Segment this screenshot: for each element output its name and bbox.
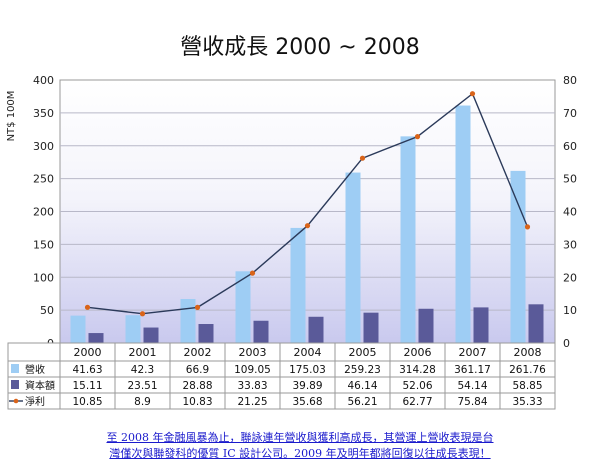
y-axis-label: NT$ 100M (6, 91, 17, 142)
x-tick-label: 2000 (74, 346, 102, 359)
bar-capital (88, 333, 104, 343)
data-label: 8.9 (134, 396, 151, 408)
data-label: 35.68 (292, 396, 322, 408)
legend-swatch (11, 364, 19, 373)
data-label: 261.76 (509, 364, 546, 376)
y-tick-label: 200 (33, 206, 54, 219)
bar-capital (143, 327, 159, 343)
data-label: 23.51 (127, 380, 157, 392)
data-label: 56.21 (347, 396, 377, 408)
data-label: 15.11 (72, 380, 102, 392)
data-label: 35.33 (512, 396, 542, 408)
data-label: 52.06 (402, 380, 432, 392)
point-net-profit (84, 304, 91, 310)
y2-tick-label: 0 (563, 337, 570, 350)
data-table-frame (7, 342, 556, 410)
data-label: 42.3 (131, 364, 154, 376)
x-tick-label: 2008 (514, 346, 542, 359)
bar-capital (198, 324, 214, 343)
legend-swatch (11, 380, 19, 389)
x-tick-label: 2006 (404, 346, 432, 359)
bar-capital (253, 320, 269, 343)
y2-tick-label: 40 (563, 206, 577, 219)
bar-revenue (510, 170, 526, 343)
data-label: 259.23 (344, 364, 381, 376)
legend-marker (13, 398, 19, 404)
y2-tick-label: 70 (563, 107, 577, 120)
data-label: 109.05 (234, 364, 271, 376)
x-tick-label: 2002 (184, 346, 212, 359)
data-label: 41.63 (72, 364, 102, 376)
legend-label: 淨利 (25, 396, 45, 408)
data-label: 361.17 (454, 364, 491, 376)
y-tick-label: 400 (33, 74, 54, 87)
caption-link-line-1[interactable]: 至 2008 年金融風暴為止，聯詠連年營收與獲利高成長，其營運上營收表現是台 (106, 431, 494, 444)
data-label: 21.25 (237, 396, 267, 408)
y-tick-label: 350 (33, 107, 54, 120)
legend-label: 資本額 (25, 379, 55, 392)
bar-capital (528, 304, 544, 343)
bar-revenue (125, 315, 141, 343)
bar-capital (473, 307, 489, 343)
bar-capital (308, 316, 324, 343)
chart-title: 營收成長 2000 ~ 2008 (180, 35, 419, 60)
data-label: 39.89 (292, 380, 322, 392)
y2-tick-label: 10 (563, 304, 577, 317)
point-net-profit (469, 91, 476, 97)
y2-tick-label: 30 (563, 238, 577, 251)
bar-revenue (400, 136, 416, 343)
legend-label: 營收 (25, 363, 45, 376)
y-tick-label: 100 (33, 271, 54, 284)
bar-capital (363, 312, 379, 343)
data-label: 66.9 (186, 364, 209, 376)
point-net-profit (139, 311, 146, 317)
y-tick-label: 150 (33, 238, 54, 251)
y2-tick-label: 50 (563, 173, 577, 186)
data-label: 10.85 (72, 396, 102, 408)
data-label: 58.85 (512, 380, 542, 392)
data-label: 175.03 (289, 364, 326, 376)
point-net-profit (414, 134, 421, 140)
point-net-profit (359, 155, 366, 161)
data-label: 314.28 (399, 364, 436, 376)
x-tick-label: 2007 (459, 346, 487, 359)
data-label: 75.84 (457, 396, 487, 408)
x-tick-label: 2004 (294, 346, 322, 359)
bar-revenue (235, 271, 251, 343)
bar-revenue (70, 315, 86, 343)
y-tick-label: 250 (33, 173, 54, 186)
point-net-profit (304, 223, 311, 229)
point-net-profit (249, 270, 256, 276)
x-tick-label: 2003 (239, 346, 267, 359)
x-tick-label: 2001 (129, 346, 157, 359)
data-label: 62.77 (402, 396, 432, 408)
caption-link-line-2[interactable]: 灣僅次與聯發科的優質 IC 設計公司。2009 年及明年都將回復以往成長表現！ (109, 447, 491, 460)
bar-revenue (345, 172, 361, 343)
data-label: 54.14 (457, 380, 487, 392)
caption: 至 2008 年金融風暴為止，聯詠連年營收與獲利高成長，其營運上營收表現是台 灣… (0, 430, 600, 462)
y-tick-label: 50 (40, 304, 54, 317)
point-net-profit (194, 304, 201, 310)
y2-tick-label: 60 (563, 140, 577, 153)
bar-revenue (455, 105, 471, 343)
bar-revenue (180, 299, 196, 343)
bar-revenue (290, 227, 306, 343)
point-net-profit (524, 224, 531, 230)
x-tick-label: 2005 (349, 346, 377, 359)
y2-tick-label: 20 (563, 271, 577, 284)
y-tick-label: 300 (33, 140, 54, 153)
data-label: 28.88 (182, 380, 212, 392)
data-label: 46.14 (347, 380, 377, 392)
bar-capital (418, 308, 434, 343)
y2-tick-label: 80 (563, 74, 577, 87)
data-label: 10.83 (182, 396, 212, 408)
revenue-growth-chart: 營收成長 2000 ~ 2008 NT$ 100M 05010015020025… (6, 35, 577, 410)
data-label: 33.83 (237, 380, 267, 392)
